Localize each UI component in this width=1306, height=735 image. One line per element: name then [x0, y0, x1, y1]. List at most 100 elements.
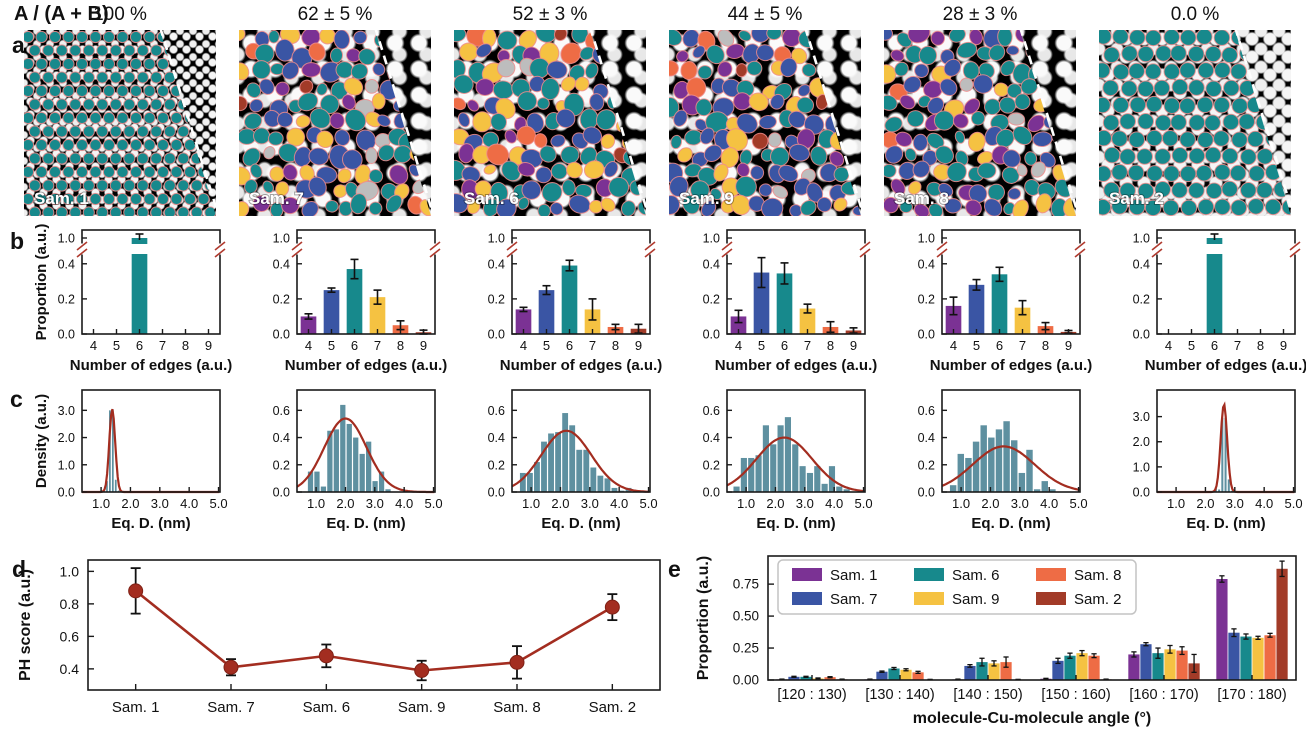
sample-label: Sam. 6	[464, 189, 519, 208]
overlay-graphic: Sam. 7	[239, 30, 431, 216]
ratio-value-sam-6: 52 ± 3 %	[512, 4, 588, 25]
x-tick-label: 9	[635, 338, 642, 353]
sample-label: Sam. 1	[34, 189, 89, 208]
ph-score-line	[134, 589, 613, 672]
y-tick-label: 0.0	[1133, 486, 1150, 500]
y-tick-label: 0.6	[918, 404, 935, 418]
x-tick-label: 4	[950, 338, 957, 353]
boundary-dashed-line	[159, 30, 216, 212]
legend-swatch-sam-7	[792, 592, 822, 605]
y-tick-label: 0.4	[918, 431, 935, 445]
overlay-graphic: Sam. 9	[669, 30, 861, 216]
y-tick-label: 0.4	[273, 257, 290, 271]
x-tick-label: 3.0	[581, 496, 599, 511]
y-tick-label: 0.6	[273, 404, 290, 418]
x-tick-label: 4.0	[1255, 496, 1273, 511]
x-tick-label: 4.0	[610, 496, 628, 511]
legend-label: Sam. 9	[952, 591, 1000, 608]
edge-count-sam-8-chart: 0.0 0.2 0.4 1.0 4 5 6 7 8 9 Number of edges (a.u.)	[918, 229, 1092, 374]
x-tick-label: 2.0	[1196, 496, 1214, 511]
x-tick-label: 6	[566, 338, 573, 353]
y-tick-label: 1.0	[58, 458, 75, 472]
y-tick-label: 0.75	[733, 577, 759, 592]
x-axis-title: Eq. D. (nm)	[541, 515, 620, 532]
y-tick-label: 0.4	[703, 257, 720, 271]
x-tick-label: 1.0	[1167, 496, 1185, 511]
x-tick-label: 5.0	[639, 496, 657, 511]
x-tick-label: 1.0	[307, 496, 325, 511]
data-point-marker	[509, 654, 525, 670]
x-tick-label: 2.0	[981, 496, 999, 511]
y-tick-label: 0.00	[733, 673, 759, 688]
legend-swatch-sam-1	[792, 568, 822, 581]
ratio-formula-label: A / (A + B)	[14, 3, 109, 25]
x-axis-title: Number of edges (a.u.)	[70, 357, 233, 374]
x-tick-label: Sam. 9	[398, 699, 446, 716]
x-tick-label: 9	[420, 338, 427, 353]
panel-letter-e: e	[668, 556, 681, 582]
ph-score-chart: 0.4 0.6 0.8 1.0 Sam. 1 Sam. 7 Sam. 6 Sam. 9 Sam.…	[17, 559, 661, 716]
micrograph-sam-6: Sam. 6	[454, 30, 646, 216]
x-tick-label: 9	[1280, 338, 1287, 353]
diameter-hist-sam-8-chart: 0.0 0.2 0.4 0.6 1.0 2.0 3.0 4.0 5.0 Eq. D. (nm)	[918, 389, 1088, 532]
y-tick-label: 0.6	[60, 628, 80, 644]
x-tick-label: 8	[182, 338, 189, 353]
boundary-dashed-line	[589, 30, 646, 212]
micrograph-sam-9: Sam. 9	[669, 30, 861, 216]
legend-label: Sam. 1	[830, 567, 878, 584]
x-tick-label: [170 : 180)	[1217, 687, 1286, 703]
y-tick-label: 0.2	[488, 292, 505, 306]
gaussian-fit-line	[82, 408, 220, 494]
boundary-dashed-line	[804, 30, 861, 212]
x-tick-label: 5	[113, 338, 120, 353]
edge-count-sam-6-chart: 0.0 0.2 0.4 1.0 4 5 6 7 8 9 Number of edges (a.u.)	[488, 229, 663, 374]
x-tick-label: 4	[305, 338, 312, 353]
y-tick-label: 0.2	[273, 292, 290, 306]
y-tick-label: 0.0	[58, 486, 75, 500]
sample-label: Sam. 9	[679, 189, 734, 208]
y-tick-label: 0.50	[733, 609, 759, 624]
data-point-marker	[128, 583, 144, 599]
x-tick-label: 4	[520, 338, 527, 353]
edge-count-sam-7-chart: 0.0 0.2 0.4 1.0 4 5 6 7 8 9 Number of edges (a.u.)	[273, 229, 447, 374]
micrograph-sam-8: Sam. 8	[884, 30, 1076, 216]
panel-letter-c: c	[10, 386, 23, 412]
diameter-hist-sam-9-chart: 0.0 0.2 0.4 0.6 1.0 2.0 3.0 4.0 5.0 Eq. D. (nm)	[703, 389, 873, 532]
micrograph-sam-1: Sam. 1	[24, 30, 216, 216]
edge-count-sam-2-chart: 0.0 0.2 0.4 1.0 4 5 6 7 8 9 Number of edges (a.u.)	[1133, 229, 1306, 374]
tiling-overlay	[24, 30, 216, 216]
x-tick-label: 2.0	[121, 496, 139, 511]
y-axis-title: Proportion (a.u.)	[33, 224, 50, 340]
sample-label: Sam. 2	[1109, 189, 1164, 208]
x-tick-label: Sam. 8	[493, 699, 541, 716]
legend-label: Sam. 8	[1074, 567, 1122, 584]
x-tick-label: 5	[328, 338, 335, 353]
x-tick-label: 3.0	[1011, 496, 1029, 511]
x-tick-label: 5.0	[1069, 496, 1087, 511]
y-tick-label: 0.2	[1133, 292, 1150, 306]
tiling-overlay	[454, 30, 646, 216]
y-tick-label: 0.2	[58, 292, 75, 306]
y-tick-label: 1.0	[488, 232, 505, 246]
boundary-dashed-line	[1019, 30, 1076, 212]
legend: Sam. 1 Sam. 7 Sam. 6 Sam. 9 Sam. 8 Sam. 2	[777, 559, 1137, 615]
x-tick-label: 7	[159, 338, 166, 353]
x-tick-label: [120 : 130)	[777, 687, 846, 703]
x-tick-label: 7	[374, 338, 381, 353]
sample-label: Sam. 7	[249, 189, 304, 208]
legend-swatch-sam-8	[1036, 568, 1066, 581]
y-tick-label: 0.0	[918, 486, 935, 500]
x-tick-label: 6	[1211, 338, 1218, 353]
x-tick-label: 9	[1065, 338, 1072, 353]
y-tick-label: 0.2	[703, 458, 720, 472]
x-tick-label: 6	[781, 338, 788, 353]
y-tick-label: 0.4	[488, 257, 505, 271]
x-tick-label: Sam. 2	[589, 699, 637, 716]
x-tick-label: 4.0	[825, 496, 843, 511]
x-axis-title: Number of edges (a.u.)	[500, 357, 663, 374]
sample-label: Sam. 8	[894, 189, 949, 208]
x-axis-title: Eq. D. (nm)	[326, 515, 405, 532]
y-tick-label: 0.0	[488, 486, 505, 500]
overlay-graphic: Sam. 8	[884, 30, 1076, 216]
